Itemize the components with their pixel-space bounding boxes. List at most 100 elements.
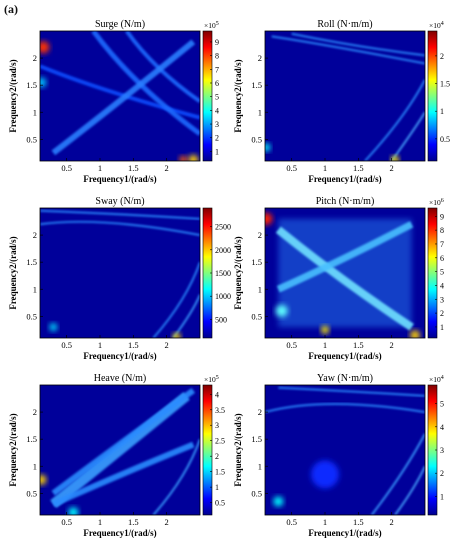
- heatmap-feature-3: [276, 221, 414, 293]
- y-axis-label: Frequency2/(rad/s): [8, 413, 18, 486]
- plot-frame: [39, 30, 201, 162]
- y-tick-label: 1.5: [26, 434, 37, 444]
- colorbar-exponent-base: ×10: [204, 375, 216, 384]
- heatmap-features: [265, 386, 425, 515]
- colorbar-exponent-power: 6: [441, 198, 444, 204]
- colorbar-tick-label: 8: [440, 226, 444, 235]
- x-tick-label: 1: [98, 340, 102, 350]
- colorbar-tick-label: 2: [215, 452, 219, 461]
- heatmap-panel-6: Yaw (N·m/m) 0.5 1 1.5 2 0.5 1 1.5 2 Frequency1/(r…: [233, 373, 444, 538]
- plot-frame: [39, 384, 201, 516]
- heatmap-feature-1: [40, 220, 200, 237]
- x-axis-label: Frequency1/(rad/s): [308, 528, 381, 538]
- heatmap-feature-2: [40, 209, 200, 220]
- x-tick-label: 0.5: [286, 340, 297, 350]
- colorbar-exponent: ×105: [204, 21, 219, 30]
- colorbar-gradient: [427, 30, 438, 162]
- colorbar-exponent-base: ×10: [429, 198, 441, 207]
- colorbar-tick-label: 1.5: [440, 80, 450, 89]
- heatmap-panel-1: Surge (N/m) 0.5 1 1.5 2 0.5 1 1.5 2 Frequency1/(r…: [8, 19, 219, 184]
- x-tick-label: 1: [323, 163, 327, 173]
- colorbar-exponent-base: ×10: [429, 375, 441, 384]
- colorbar-tick-label: 2: [440, 469, 444, 478]
- y-axis-label: Frequency2/(rad/s): [233, 59, 243, 132]
- y-tick-label: 1: [33, 284, 37, 294]
- x-axis-label: Frequency1/(rad/s): [83, 351, 156, 361]
- y-tick-label: 2: [33, 230, 37, 240]
- colorbar-tick-label: 9: [440, 212, 444, 221]
- colorbar-exponent: ×106: [429, 198, 444, 207]
- colorbar-tick-label: 1: [440, 492, 444, 501]
- colorbar-tick-label: 6: [440, 254, 444, 263]
- heatmap-feature-6: [265, 143, 271, 152]
- colorbar-tick-label: 1: [440, 323, 444, 332]
- heatmap-feature-1: [265, 403, 425, 414]
- x-tick-label: 2: [165, 340, 169, 350]
- heatmap-panel-5: Heave (N/m) 0.5 1 1.5 2 0.5 1 1.5 2 Frequency1/(r…: [8, 373, 225, 538]
- colorbar-tick-label: 1: [215, 147, 219, 156]
- panel-title: Roll (N·m/m): [317, 19, 372, 30]
- y-tick-label: 1.5: [26, 80, 37, 90]
- colorbar-gradient: [202, 30, 213, 162]
- x-tick-label: 2: [390, 163, 394, 173]
- panel-title: Heave (N/m): [94, 373, 146, 384]
- x-tick-label: 1: [98, 517, 102, 527]
- y-tick-label: 2: [258, 53, 262, 63]
- heatmap-feature-5: [394, 465, 425, 515]
- x-tick-label: 1.5: [128, 163, 139, 173]
- colorbar-tick-label: 4: [440, 281, 444, 290]
- heatmap-feature-7: [391, 155, 399, 161]
- colorbar-exponent-power: 4: [441, 21, 444, 27]
- colorbar-tick-label: 6: [215, 79, 219, 88]
- colorbar-exponent-power: 5: [216, 21, 219, 27]
- colorbar-exponent: ×104: [429, 375, 444, 384]
- colorbar-tick-label: 3: [440, 295, 444, 304]
- y-tick-label: 2: [33, 407, 37, 417]
- x-tick-label: 0.5: [61, 163, 72, 173]
- colorbar-tick-label: 2: [440, 309, 444, 318]
- heatmap-feature-1: [40, 64, 200, 120]
- x-tick-label: 1.5: [128, 340, 139, 350]
- colorbar-tick-label: 3: [215, 421, 219, 430]
- colorbar-tick-label: 5: [215, 93, 219, 102]
- panel-title: Pitch (N·m/m): [316, 196, 375, 207]
- heatmap-feature-1: [271, 35, 425, 65]
- colorbar-tick-label: 500: [215, 315, 227, 324]
- colorbar-tick-label: 1500: [215, 269, 231, 278]
- heatmap-feature-3: [52, 441, 195, 507]
- plot-frame: [264, 207, 426, 339]
- colorbar-tick-label: 2000: [215, 246, 231, 255]
- y-tick-label: 0.5: [26, 488, 37, 498]
- y-tick-label: 2: [258, 230, 262, 240]
- heatmap-feature-2: [278, 386, 425, 397]
- y-tick-label: 0.5: [251, 311, 262, 321]
- colorbar-tick-label: 1: [215, 483, 219, 492]
- y-tick-label: 2: [33, 53, 37, 63]
- y-tick-label: 0.5: [26, 134, 37, 144]
- panel-title: Sway (N/m): [95, 196, 144, 207]
- heatmap-feature-6: [40, 77, 47, 88]
- heatmap-background: [265, 31, 425, 161]
- y-axis-label: Frequency2/(rad/s): [8, 236, 18, 309]
- x-tick-label: 1: [323, 340, 327, 350]
- colorbar-exponent: ×104: [429, 21, 444, 30]
- x-tick-label: 2: [390, 517, 394, 527]
- heatmap-features: [265, 208, 425, 338]
- x-axis-label: Frequency1/(rad/s): [308, 174, 381, 184]
- x-axis-label: Frequency1/(rad/s): [83, 174, 156, 184]
- colorbar: 500 1000 1500 2000 2500: [202, 207, 231, 339]
- heatmap-features: [40, 385, 200, 515]
- y-tick-label: 1: [258, 461, 262, 471]
- colorbar-tick-label: 2500: [215, 223, 231, 232]
- heatmap-feature-5: [40, 41, 50, 54]
- x-tick-label: 0.5: [61, 340, 72, 350]
- x-axis-label: Frequency1/(rad/s): [308, 351, 381, 361]
- x-tick-label: 1.5: [353, 163, 364, 173]
- colorbar-gradient: [427, 207, 438, 339]
- y-tick-label: 1.5: [251, 257, 262, 267]
- y-tick-label: 0.5: [26, 311, 37, 321]
- colorbar-tick-label: 7: [215, 65, 219, 74]
- x-tick-label: 2: [165, 163, 169, 173]
